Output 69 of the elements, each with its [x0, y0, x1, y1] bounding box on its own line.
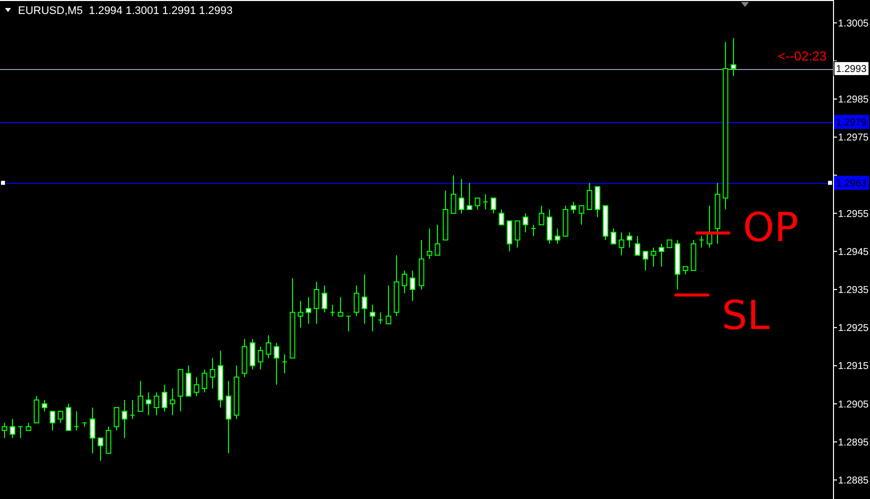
y-tick-label: 1.2885: [838, 475, 870, 486]
candlestick: [386, 285, 392, 324]
candlestick: [58, 410, 64, 424]
candlestick: [658, 243, 664, 268]
chart-title: EURUSD,M5 1.2994 1.3001 1.2991 1.2993: [18, 5, 233, 17]
candlestick: [226, 380, 232, 454]
candlestick: [410, 270, 416, 302]
y-tick-label: 1.2895: [838, 437, 870, 448]
candlestick: [506, 220, 512, 252]
y-tick-label: 1.3005: [838, 18, 870, 30]
ref-line-label: 1.2979: [836, 117, 868, 128]
candlestick: [322, 285, 328, 313]
candlestick: [626, 232, 632, 248]
y-tick-label: 1.2985: [838, 94, 870, 106]
annotation: <--02:23: [778, 48, 827, 64]
candlestick: [490, 198, 496, 214]
ref-line-label: 1.2963: [836, 178, 868, 190]
annotation: SL: [722, 293, 770, 339]
candlestick: [266, 334, 272, 359]
candlestick: [586, 182, 592, 210]
candlestick: [362, 274, 368, 324]
candlestick: [34, 396, 40, 424]
candlestick: [594, 186, 600, 218]
candlestick: [570, 201, 576, 214]
candlestick: [546, 209, 552, 244]
candlestick: [258, 346, 264, 370]
candlestick: [274, 342, 280, 386]
annotation: OP: [742, 205, 798, 251]
candlestick: [138, 380, 144, 412]
candlestick: [354, 285, 360, 317]
candlestick: [162, 384, 168, 412]
candlestick: [146, 392, 152, 416]
candlestick: [2, 422, 8, 439]
candlestick: [154, 392, 160, 416]
candlestick: [642, 250, 648, 271]
candlestick: [250, 338, 256, 370]
candlestick: [10, 418, 16, 439]
ref-line-label: 1.2993: [836, 64, 868, 76]
candlestick: [90, 407, 96, 454]
candlestick: [610, 228, 616, 244]
candlestick: [314, 281, 320, 324]
candlestick: [210, 358, 216, 390]
candlestick: [466, 182, 472, 210]
candlestick: [578, 205, 584, 226]
y-tick-label: 1.2945: [838, 246, 870, 258]
candlestick: [98, 438, 104, 462]
candlestick: [66, 403, 72, 431]
y-tick-label: 1.2955: [838, 208, 870, 220]
candlestick: [50, 410, 56, 431]
candlestick: [114, 407, 120, 431]
candlestick: [106, 426, 112, 454]
candlestick: [306, 296, 312, 324]
y-tick-label: 1.2925: [838, 323, 870, 334]
y-tick-label: 1.2975: [838, 132, 870, 144]
candlestick: [186, 365, 192, 397]
y-tick-label: 1.2905: [838, 399, 870, 410]
candlestick: [618, 232, 624, 256]
y-tick-label: 1.2915: [838, 361, 870, 372]
candlestick: [522, 212, 528, 233]
candlestick: [458, 178, 464, 214]
candlestick: [554, 228, 560, 244]
y-tick-label: 1.2935: [838, 284, 870, 296]
candlestick: [450, 174, 456, 214]
candlestick: [514, 220, 520, 248]
candlestick: [474, 198, 480, 210]
candlestick: [194, 376, 200, 397]
candlestick: [202, 368, 208, 393]
candlestick: [170, 388, 176, 416]
candlestick: [122, 399, 128, 439]
